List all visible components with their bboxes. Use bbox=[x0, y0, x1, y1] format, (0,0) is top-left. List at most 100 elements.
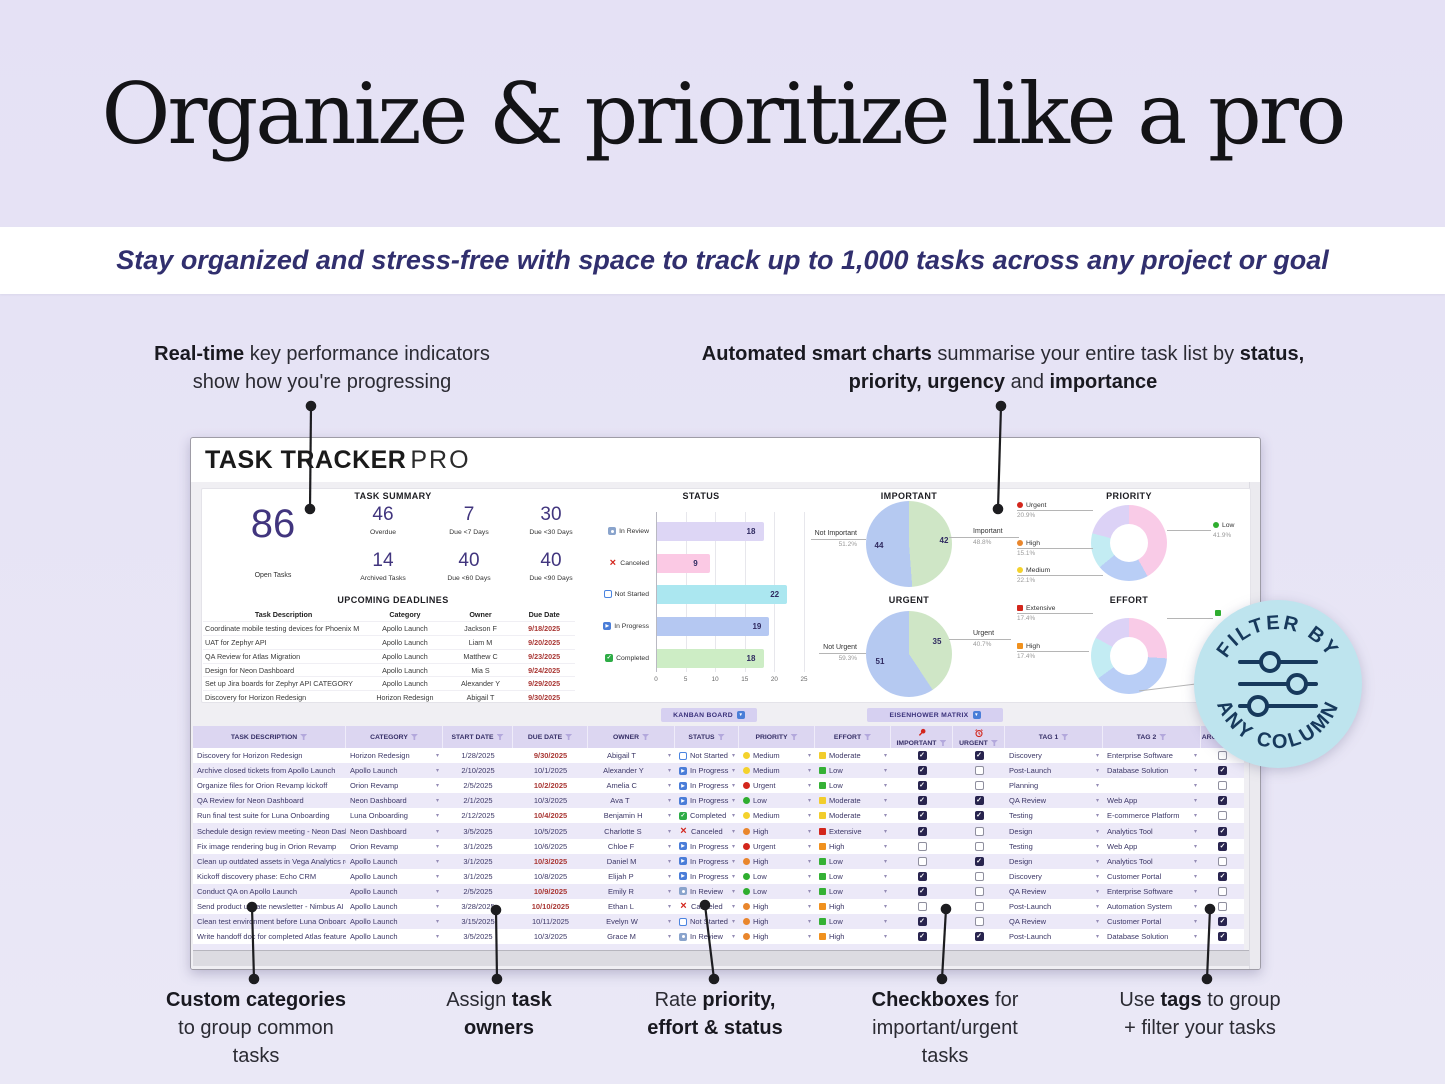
dropdown-caret[interactable]: ▾ bbox=[731, 843, 735, 850]
checkbox-important[interactable]: ✓ bbox=[917, 766, 927, 776]
cell-tag1[interactable]: QA Review ▾ bbox=[1009, 917, 1099, 927]
dropdown-caret[interactable]: ▾ bbox=[807, 919, 811, 926]
dropdown-caret[interactable]: ▾ bbox=[667, 798, 671, 805]
dropdown-caret[interactable]: ▾ bbox=[1193, 768, 1197, 775]
dropdown-caret[interactable]: ▾ bbox=[807, 783, 811, 790]
dropdown-caret[interactable]: ▾ bbox=[807, 903, 811, 910]
table-row[interactable]: Send product update newsletter - Nimbus … bbox=[193, 898, 1244, 915]
dropdown-caret[interactable]: ▾ bbox=[435, 934, 439, 941]
cell-category[interactable]: Apollo Launch ▾ bbox=[350, 917, 439, 927]
checkbox-urgent[interactable] bbox=[974, 781, 984, 791]
cell-category[interactable]: Horizon Redesign ▾ bbox=[350, 751, 439, 761]
cell-due-date[interactable]: 10/11/2025 bbox=[532, 917, 569, 927]
dropdown-caret[interactable]: ▾ bbox=[1095, 858, 1099, 865]
table-row[interactable]: Kickoff discovery phase: Echo CRM Apollo … bbox=[193, 868, 1244, 884]
dropdown-caret[interactable]: ▾ bbox=[807, 843, 811, 850]
cell-effort[interactable]: Low ▾ bbox=[815, 854, 891, 869]
cell-category[interactable]: Luna Onboarding ▾ bbox=[350, 811, 439, 821]
eisenhower-matrix-button[interactable]: EISENHOWER MATRIX ▼ bbox=[867, 708, 1003, 722]
cell-important[interactable]: ✓ bbox=[891, 869, 953, 884]
cell-important[interactable]: ✓ bbox=[891, 808, 953, 823]
cell-tag2[interactable]: Web App ▾ bbox=[1107, 841, 1197, 851]
dropdown-caret[interactable]: ▾ bbox=[435, 858, 439, 865]
dropdown-caret[interactable]: ▾ bbox=[883, 798, 887, 805]
cell-important[interactable] bbox=[891, 839, 953, 854]
dropdown-caret[interactable]: ▾ bbox=[731, 828, 735, 835]
column-header-tag-1[interactable]: TAG 1 bbox=[1005, 726, 1103, 748]
cell-status[interactable]: Not Started ▾ bbox=[675, 748, 739, 763]
cell-tag1[interactable]: Discovery ▾ bbox=[1009, 751, 1099, 761]
dropdown-caret[interactable]: ▾ bbox=[435, 813, 439, 820]
dropdown-caret[interactable]: ▾ bbox=[731, 783, 735, 790]
checkbox-archive[interactable] bbox=[1218, 886, 1227, 896]
dropdown-caret[interactable]: ▾ bbox=[1095, 873, 1099, 880]
cell-start-date[interactable]: 2/10/2025 bbox=[461, 766, 495, 776]
cell-urgent[interactable] bbox=[953, 884, 1005, 899]
cell-archive[interactable]: ✓ bbox=[1201, 914, 1244, 929]
filter-icon[interactable] bbox=[642, 734, 650, 740]
dropdown-caret[interactable]: ▾ bbox=[731, 813, 735, 820]
cell-task-description[interactable]: Run final test suite for Luna Onboarding bbox=[197, 811, 330, 821]
dropdown-caret[interactable]: ▾ bbox=[1193, 828, 1197, 835]
filter-icon[interactable] bbox=[410, 734, 418, 740]
table-row[interactable]: Clean up outdated assets in Vega Analyti… bbox=[193, 853, 1244, 869]
cell-owner[interactable]: Chloe F ▾ bbox=[607, 841, 671, 851]
cell-task-description[interactable]: Write handoff doc for completed Atlas fe… bbox=[197, 932, 346, 942]
cell-tag1[interactable]: Planning ▾ bbox=[1009, 781, 1099, 791]
cell-due-date[interactable]: 10/9/2025 bbox=[533, 886, 568, 896]
checkbox-urgent[interactable]: ✓ bbox=[974, 811, 984, 821]
cell-owner[interactable]: Daniel M ▾ bbox=[606, 856, 671, 866]
table-row[interactable]: Archive closed tickets from Apollo Launc… bbox=[193, 763, 1244, 779]
dropdown-caret[interactable]: ▾ bbox=[435, 888, 439, 895]
checkbox-archive[interactable]: ✓ bbox=[1218, 826, 1227, 836]
kanban-board-button[interactable]: KANBAN BOARD ▼ bbox=[661, 708, 757, 722]
checkbox-archive[interactable] bbox=[1218, 751, 1227, 761]
cell-category[interactable]: Apollo Launch ▾ bbox=[350, 766, 439, 776]
filter-icon[interactable] bbox=[990, 740, 998, 746]
checkbox-urgent[interactable]: ✓ bbox=[974, 751, 984, 761]
dropdown-caret[interactable]: ▾ bbox=[883, 903, 887, 910]
cell-start-date[interactable]: 1/28/2025 bbox=[461, 751, 495, 761]
cell-tag2[interactable]: Customer Portal ▾ bbox=[1107, 917, 1197, 927]
dropdown-caret[interactable]: ▾ bbox=[1095, 919, 1099, 926]
cell-tag1[interactable]: Post-Launch ▾ bbox=[1009, 766, 1099, 776]
cell-tag1[interactable]: Design ▾ bbox=[1009, 856, 1099, 866]
cell-category[interactable]: Orion Revamp ▾ bbox=[350, 781, 439, 791]
cell-urgent[interactable]: ✓ bbox=[953, 929, 1005, 944]
cell-tag2[interactable]: Database Solution ▾ bbox=[1107, 766, 1197, 776]
table-row[interactable]: Run final test suite for Luna Onboarding… bbox=[193, 808, 1244, 824]
dropdown-caret[interactable]: ▾ bbox=[883, 843, 887, 850]
cell-owner[interactable]: Charlotte S ▾ bbox=[604, 826, 671, 836]
deadline-row[interactable]: QA Review for Atlas Migration Apollo Laun… bbox=[203, 648, 575, 663]
cell-owner[interactable]: Benjamin H ▾ bbox=[603, 811, 671, 821]
cell-effort[interactable]: Low ▾ bbox=[815, 763, 891, 778]
dropdown-caret[interactable]: ▾ bbox=[883, 768, 887, 775]
cell-start-date[interactable]: 3/5/2025 bbox=[463, 932, 493, 942]
cell-owner[interactable]: Evelyn W ▾ bbox=[606, 917, 671, 927]
deadline-row[interactable]: UAT for Zephyr API Apollo Launch Liam M 9/2… bbox=[203, 634, 575, 649]
checkbox-urgent[interactable] bbox=[974, 901, 984, 911]
filter-icon[interactable] bbox=[300, 734, 308, 740]
table-row[interactable]: Schedule design review meeting - Neon Da… bbox=[193, 823, 1244, 839]
cell-status[interactable]: × Canceled ▾ bbox=[680, 900, 735, 913]
dropdown-caret[interactable]: ▾ bbox=[1193, 903, 1197, 910]
cell-effort[interactable]: High ▾ bbox=[815, 929, 891, 944]
dropdown-caret[interactable]: ▾ bbox=[1095, 888, 1099, 895]
dropdown-caret[interactable]: ▾ bbox=[1095, 813, 1099, 820]
dropdown-caret[interactable]: ▾ bbox=[807, 858, 811, 865]
dropdown-caret[interactable]: ▾ bbox=[1193, 753, 1197, 760]
cell-owner[interactable]: Amelia C ▾ bbox=[606, 781, 671, 791]
cell-important[interactable]: ✓ bbox=[891, 884, 953, 899]
cell-task-description[interactable]: Clean test environment before Luna Onboa… bbox=[197, 917, 346, 927]
table-row[interactable]: Write handoff doc for completed Atlas fe… bbox=[193, 929, 1244, 945]
cell-task-description[interactable]: Send product update newsletter - Nimbus … bbox=[197, 901, 344, 911]
cell-effort[interactable]: Extensive ▾ bbox=[815, 823, 891, 838]
checkbox-urgent[interactable]: ✓ bbox=[974, 796, 984, 806]
dropdown-caret[interactable]: ▾ bbox=[667, 888, 671, 895]
cell-archive[interactable]: ✓ bbox=[1201, 869, 1244, 884]
dropdown-caret[interactable]: ▾ bbox=[1193, 783, 1197, 790]
dropdown-caret[interactable]: ▾ bbox=[883, 753, 887, 760]
cell-owner[interactable]: Ava T ▾ bbox=[610, 796, 671, 806]
checkbox-archive[interactable] bbox=[1218, 781, 1227, 791]
cell-urgent[interactable] bbox=[953, 914, 1005, 929]
